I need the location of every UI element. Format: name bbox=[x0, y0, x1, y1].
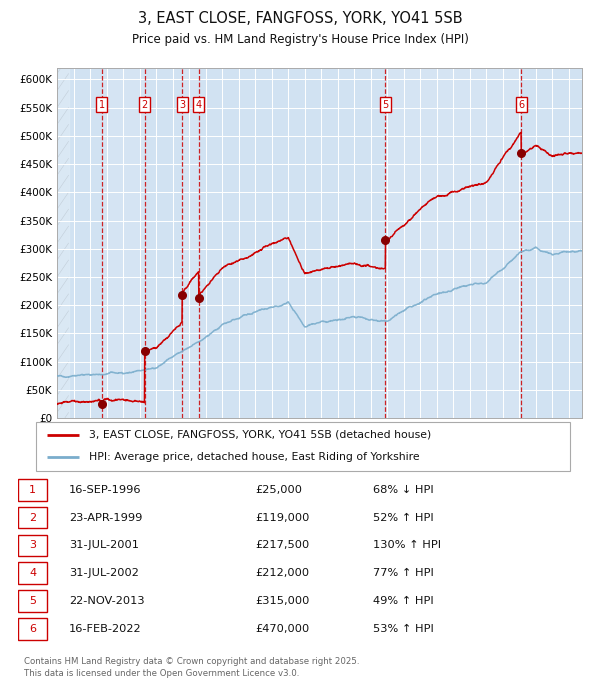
Text: 16-SEP-1996: 16-SEP-1996 bbox=[69, 485, 141, 495]
Text: 3, EAST CLOSE, FANGFOSS, YORK, YO41 5SB (detached house): 3, EAST CLOSE, FANGFOSS, YORK, YO41 5SB … bbox=[89, 430, 431, 440]
Text: 68% ↓ HPI: 68% ↓ HPI bbox=[373, 485, 434, 495]
Bar bbox=[102, 68, 145, 418]
Text: 3: 3 bbox=[179, 100, 185, 109]
Text: 52% ↑ HPI: 52% ↑ HPI bbox=[373, 513, 434, 523]
Text: 23-APR-1999: 23-APR-1999 bbox=[69, 513, 142, 523]
Text: £315,000: £315,000 bbox=[255, 596, 309, 606]
Text: Contains HM Land Registry data © Crown copyright and database right 2025.
This d: Contains HM Land Registry data © Crown c… bbox=[24, 657, 359, 678]
FancyBboxPatch shape bbox=[18, 590, 47, 612]
Text: 5: 5 bbox=[382, 100, 388, 109]
FancyBboxPatch shape bbox=[18, 479, 47, 500]
Text: 3, EAST CLOSE, FANGFOSS, YORK, YO41 5SB: 3, EAST CLOSE, FANGFOSS, YORK, YO41 5SB bbox=[137, 11, 463, 26]
Text: 1: 1 bbox=[29, 485, 36, 495]
Text: 4: 4 bbox=[29, 568, 36, 578]
Text: £25,000: £25,000 bbox=[255, 485, 302, 495]
Text: 49% ↑ HPI: 49% ↑ HPI bbox=[373, 596, 434, 606]
FancyBboxPatch shape bbox=[18, 534, 47, 556]
Text: 16-FEB-2022: 16-FEB-2022 bbox=[69, 624, 142, 634]
Text: 53% ↑ HPI: 53% ↑ HPI bbox=[373, 624, 434, 634]
Text: 1: 1 bbox=[98, 100, 105, 109]
Text: £217,500: £217,500 bbox=[255, 541, 309, 550]
Bar bbox=[521, 68, 582, 418]
Text: 2: 2 bbox=[142, 100, 148, 109]
Text: £470,000: £470,000 bbox=[255, 624, 309, 634]
Text: £212,000: £212,000 bbox=[255, 568, 309, 578]
FancyBboxPatch shape bbox=[18, 562, 47, 584]
Text: 31-JUL-2002: 31-JUL-2002 bbox=[69, 568, 139, 578]
Bar bbox=[145, 68, 182, 418]
Text: 77% ↑ HPI: 77% ↑ HPI bbox=[373, 568, 434, 578]
Text: £119,000: £119,000 bbox=[255, 513, 309, 523]
Text: 2: 2 bbox=[29, 513, 36, 523]
FancyBboxPatch shape bbox=[18, 618, 47, 640]
Bar bbox=[57, 68, 102, 418]
Bar bbox=[182, 68, 199, 418]
Text: Price paid vs. HM Land Registry's House Price Index (HPI): Price paid vs. HM Land Registry's House … bbox=[131, 33, 469, 46]
Text: 6: 6 bbox=[29, 624, 36, 634]
FancyBboxPatch shape bbox=[36, 422, 570, 471]
Text: 4: 4 bbox=[196, 100, 202, 109]
FancyBboxPatch shape bbox=[18, 507, 47, 528]
Text: 130% ↑ HPI: 130% ↑ HPI bbox=[373, 541, 442, 550]
Text: 31-JUL-2001: 31-JUL-2001 bbox=[69, 541, 139, 550]
Text: 22-NOV-2013: 22-NOV-2013 bbox=[69, 596, 145, 606]
Bar bbox=[199, 68, 385, 418]
Text: HPI: Average price, detached house, East Riding of Yorkshire: HPI: Average price, detached house, East… bbox=[89, 452, 420, 462]
Bar bbox=[385, 68, 521, 418]
Text: 5: 5 bbox=[29, 596, 36, 606]
Text: 6: 6 bbox=[518, 100, 524, 109]
Text: 3: 3 bbox=[29, 541, 36, 550]
